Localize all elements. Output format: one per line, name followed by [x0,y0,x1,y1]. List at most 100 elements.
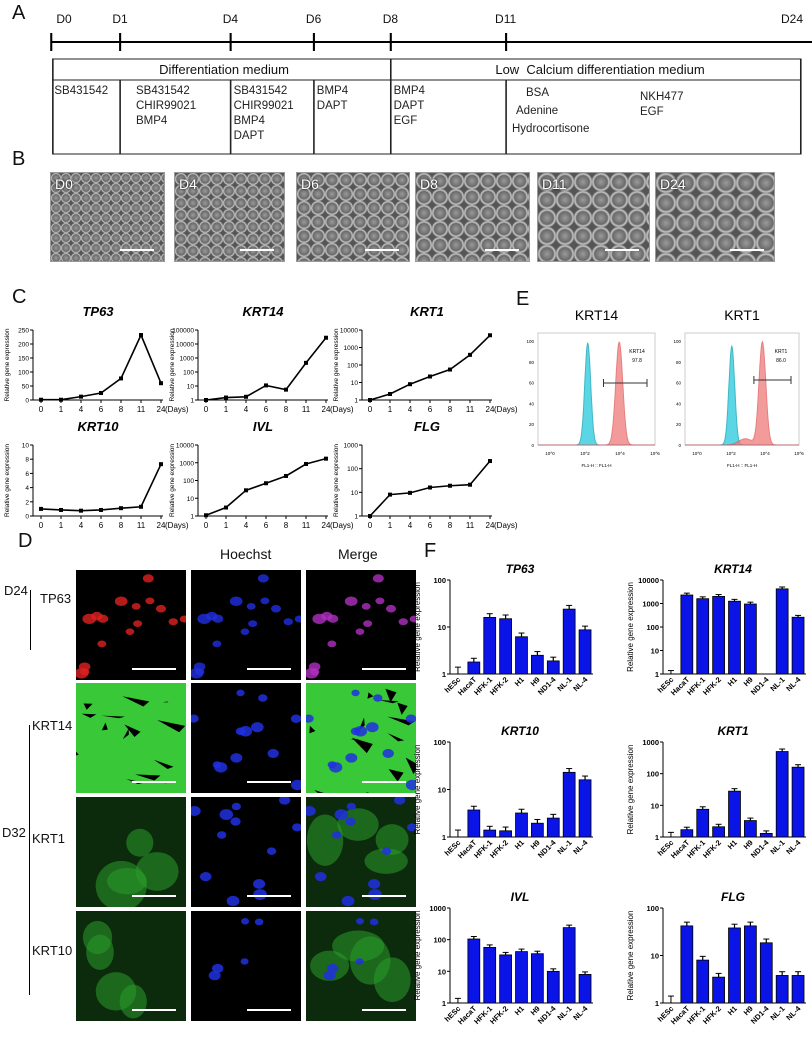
y-tick-label: 10000 [176,342,194,349]
day-label: D24 [780,12,804,26]
data-point [119,506,123,511]
fluorescence-image [76,911,186,1021]
y-tick-label: 100 [646,623,659,632]
y-tick-label: 20 [676,422,682,427]
timeline-axis [50,33,812,155]
data-point [139,333,143,338]
scale-bar [132,668,176,670]
y-tick-label: 60 [676,381,682,386]
fluorescence-image [76,797,186,907]
bar [696,959,710,1004]
y-tick-label: 100 [183,478,194,485]
bar [680,594,694,675]
x-tick-label: 6 [99,521,104,530]
chart-title: FLG [414,419,440,434]
treatment-item: SB431542 [233,85,288,97]
y-tick-label: 1 [442,670,446,679]
bar [775,975,789,1004]
x-tick-label: HFK-2 [701,1004,723,1026]
bar [515,951,528,1004]
y-tick-label: 100 [433,936,446,945]
y-tick-label: 1 [655,833,659,842]
y-tick-label: 100 [433,738,446,747]
x-tick-label: 10^2 [726,451,736,456]
fluorescence-image [76,570,186,680]
x-tick-label: 24 [486,405,495,414]
y-axis-label: Relative gene expression [413,582,422,672]
x-tick-label: 24 [157,405,166,414]
x-tick-label: 24 [157,521,166,530]
data-point [408,490,412,495]
day-label: D1 [112,12,128,26]
x-tick-label: 1 [224,521,229,530]
bar [759,832,773,838]
bar [791,975,805,1004]
y-tick-label: 10000 [340,328,358,335]
bar [728,790,741,838]
x-tick-label: NL-4 [784,1003,803,1022]
y-tick-label: 1000 [642,738,659,747]
x-tick-label: 8 [284,405,289,414]
y-tick-label: 10000 [638,576,659,585]
x-tick-label: 11 [302,405,311,414]
panel-label-d: D [18,530,33,552]
phase-contrast-micrograph: D8 [415,172,530,262]
day-label: D24 [660,176,686,192]
chart-title: IVL [253,419,273,434]
chart-title: KRT14 [243,304,285,319]
data-point [224,395,228,400]
y-tick-label: 10 [651,647,659,656]
y-tick-label: 10000 [176,443,194,450]
fluorescence-image [191,683,301,793]
chart-title: KRT1 [410,304,444,319]
data-point [59,507,63,512]
scale-bar [247,895,291,897]
x-tick-label: 10^6 [794,451,804,456]
y-tick-label: 1 [354,514,358,521]
y-tick-label: 100 [18,370,29,377]
line-chart-tp63: TP63 Relative gene expression 0 50 100 150 200… [4,304,189,414]
y-tick-label: 1000 [429,904,446,913]
x-tick-label: 10^0 [692,451,702,456]
data-line [369,334,491,401]
bar [744,925,757,1004]
y-tick-label: 250 [18,328,29,335]
y-tick-label: 100 [347,363,358,370]
treatment-item: DAPT [316,100,348,112]
phase-contrast-micrograph: D0 [50,172,165,262]
data-point [324,335,328,340]
x-tick-label: 24 [322,521,331,530]
y-tick-label: 40 [529,401,535,406]
data-point [488,459,492,464]
group-label: D24 [4,583,28,598]
x-tick-label: H1 [726,1004,739,1017]
row-label: KRT10 [32,943,73,958]
medium-label: Low Calcium differentiation medium [495,62,705,77]
data-point [204,513,208,518]
x-tick-label: 0 [368,405,373,414]
data-point [99,391,103,395]
phase-contrast-micrograph: D24 [655,172,775,262]
treatment-item: DAPT [233,130,265,142]
bar [467,809,481,838]
y-tick-label: 100 [433,576,446,585]
data-point [284,473,288,478]
x-tick-label: 8 [448,405,453,414]
x-tick-label: 11 [466,521,475,530]
scale-bar [362,781,406,783]
x-tick-label: NL-4 [784,674,803,693]
y-tick-label: 60 [529,381,535,386]
day-label: D8 [420,176,438,192]
bar [680,829,694,838]
bar [531,822,544,838]
data-point [159,381,163,386]
treatment-item: EGF [640,106,664,118]
day-label: D4 [179,176,197,192]
treatment-item: BSA [526,87,550,99]
y-tick-label: 100 [646,904,659,913]
panel-label-b: B [12,148,26,170]
y-tick-label: 200 [18,342,29,349]
